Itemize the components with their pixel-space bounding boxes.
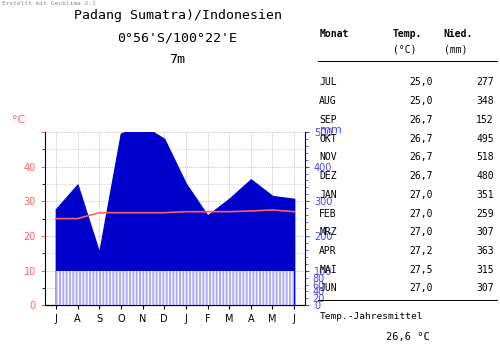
Text: 27,0: 27,0 [409,227,432,237]
Text: 0°56'S/100°22'E: 0°56'S/100°22'E [118,31,238,44]
Text: JAN: JAN [320,190,337,200]
Text: 307: 307 [476,227,494,237]
Text: 27,5: 27,5 [409,265,432,275]
Text: 315: 315 [476,265,494,275]
Text: 27,0: 27,0 [409,209,432,219]
Text: 26,7: 26,7 [409,171,432,181]
Text: Padang Sumatra)/Indonesien: Padang Sumatra)/Indonesien [74,9,282,22]
Text: Temp.-Jahresmittel: Temp.-Jahresmittel [320,312,423,321]
Text: NOV: NOV [320,152,337,162]
Text: 480: 480 [476,171,494,181]
Text: DEZ: DEZ [320,171,337,181]
Text: 26,6 °C: 26,6 °C [386,332,430,342]
Text: 27,2: 27,2 [409,246,432,256]
Text: Erstellt mit Gecklima 2.1: Erstellt mit Gecklima 2.1 [2,1,96,6]
Text: 348: 348 [476,96,494,106]
Text: 259: 259 [476,209,494,219]
Text: 277: 277 [476,77,494,87]
Text: Monat: Monat [320,29,348,39]
Text: (°C): (°C) [393,44,416,54]
Text: Temp.: Temp. [393,29,422,39]
Text: 152: 152 [476,115,494,125]
Text: 25,0: 25,0 [409,77,432,87]
Text: 307: 307 [476,283,494,294]
Y-axis label: °C: °C [12,115,26,125]
Text: 7m: 7m [170,53,186,66]
Text: AUG: AUG [320,96,337,106]
Text: 518: 518 [476,152,494,162]
Text: 363: 363 [476,246,494,256]
Text: 26,7: 26,7 [409,134,432,144]
Text: 26,7: 26,7 [409,115,432,125]
Text: 26,7: 26,7 [409,152,432,162]
Text: MRZ: MRZ [320,227,337,237]
Text: MAI: MAI [320,265,337,275]
Text: 25,0: 25,0 [409,96,432,106]
Text: APR: APR [320,246,337,256]
Text: 495: 495 [476,134,494,144]
Text: FEB: FEB [320,209,337,219]
Text: OKT: OKT [320,134,337,144]
Text: 27,0: 27,0 [409,283,432,294]
Text: SEP: SEP [320,115,337,125]
Text: 27,0: 27,0 [409,190,432,200]
Text: JUN: JUN [320,283,337,294]
Text: Nied.: Nied. [444,29,473,39]
Text: (mm): (mm) [444,44,467,54]
Text: JUL: JUL [320,77,337,87]
Text: 351: 351 [476,190,494,200]
Y-axis label: mm: mm [320,125,342,135]
